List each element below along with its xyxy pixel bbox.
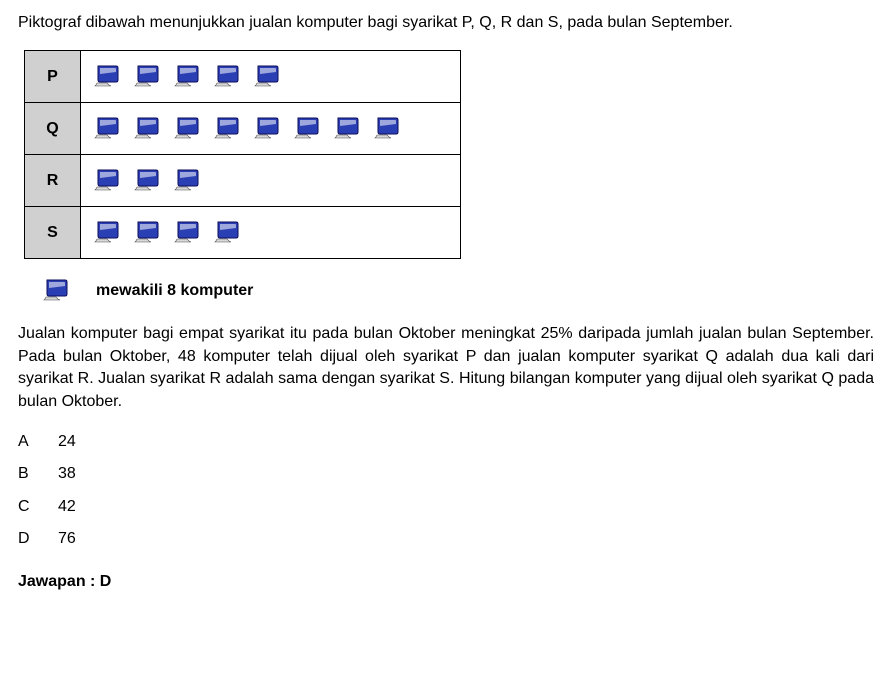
- row-icons: [81, 51, 461, 103]
- option-row: A24: [18, 431, 874, 453]
- computer-icon: [133, 219, 161, 247]
- option-value: 42: [58, 496, 76, 518]
- computer-icon: [373, 115, 401, 143]
- question-intro: Piktograf dibawah menunjukkan jualan kom…: [18, 12, 874, 34]
- options-list: A24B38C42D76: [18, 431, 874, 551]
- option-value: 76: [58, 528, 76, 550]
- row-label: S: [25, 207, 81, 259]
- option-value: 24: [58, 431, 76, 453]
- table-row: P: [25, 51, 461, 103]
- computer-icon: [293, 115, 321, 143]
- option-row: D76: [18, 528, 874, 550]
- row-label: R: [25, 155, 81, 207]
- computer-icon: [173, 115, 201, 143]
- table-row: Q: [25, 103, 461, 155]
- legend-label: mewakili 8 komputer: [96, 280, 253, 302]
- pictograph-body: P Q: [25, 51, 461, 259]
- computer-icon: [133, 167, 161, 195]
- table-row: R: [25, 155, 461, 207]
- option-letter: D: [18, 528, 58, 550]
- computer-icon: [173, 219, 201, 247]
- option-row: C42: [18, 496, 874, 518]
- option-letter: B: [18, 463, 58, 485]
- answer-line: Jawapan : D: [18, 571, 874, 593]
- computer-icon: [93, 167, 121, 195]
- row-label: P: [25, 51, 81, 103]
- row-icons: [81, 103, 461, 155]
- computer-icon: [253, 63, 281, 91]
- computer-icon: [133, 63, 161, 91]
- computer-icon: [213, 63, 241, 91]
- legend-row: mewakili 8 komputer: [42, 277, 874, 305]
- computer-icon: [93, 115, 121, 143]
- computer-icon: [133, 115, 161, 143]
- table-row: S: [25, 207, 461, 259]
- computer-icon: [213, 219, 241, 247]
- option-letter: C: [18, 496, 58, 518]
- pictograph-table: P Q: [24, 50, 461, 259]
- option-row: B38: [18, 463, 874, 485]
- row-icons: [81, 207, 461, 259]
- computer-icon: [333, 115, 361, 143]
- row-icons: [81, 155, 461, 207]
- row-label: Q: [25, 103, 81, 155]
- computer-icon: [253, 115, 281, 143]
- computer-icon: [93, 219, 121, 247]
- computer-icon: [173, 167, 201, 195]
- computer-icon: [213, 115, 241, 143]
- question-body: Jualan komputer bagi empat syarikat itu …: [18, 323, 874, 413]
- option-letter: A: [18, 431, 58, 453]
- computer-icon: [173, 63, 201, 91]
- option-value: 38: [58, 463, 76, 485]
- computer-icon: [93, 63, 121, 91]
- computer-icon: [42, 277, 70, 305]
